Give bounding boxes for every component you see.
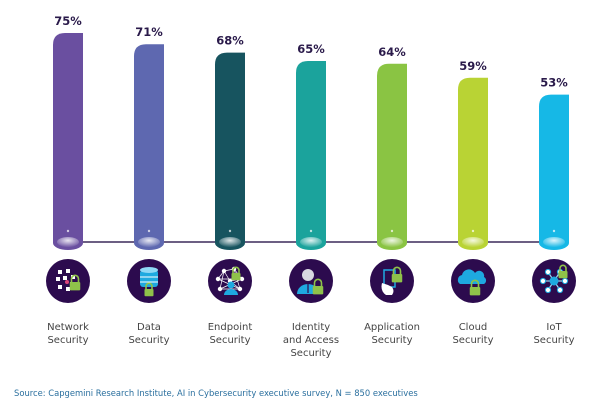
- lock-body: [231, 273, 241, 281]
- database-lock-icon: [127, 259, 171, 303]
- bar-base-highlight: [543, 237, 565, 247]
- lock-body: [391, 274, 403, 283]
- bar: [539, 94, 569, 243]
- bar-dot: [228, 229, 232, 233]
- bar-group: 75% Network Security: [46, 14, 90, 346]
- lock-body: [69, 282, 81, 291]
- value-label: 68%: [216, 34, 244, 48]
- bar-group: 65% Identity and Access Security: [283, 42, 339, 359]
- category-label: Security: [452, 335, 493, 346]
- source-note: Source: Capgemini Research Institute, AI…: [14, 388, 418, 398]
- value-label: 59%: [459, 59, 487, 73]
- bar-dot: [552, 229, 556, 233]
- category-label: Security: [47, 335, 88, 346]
- bar-base-highlight: [462, 237, 484, 247]
- bar: [53, 33, 83, 243]
- category-label: Endpoint: [208, 322, 253, 333]
- bar-dot: [147, 229, 151, 233]
- bar-dot: [309, 229, 313, 233]
- value-label: 71%: [135, 25, 163, 39]
- bar: [458, 77, 488, 243]
- bar: [215, 52, 245, 243]
- category-label: IoT: [546, 322, 562, 333]
- application-hand-lock-icon: [370, 259, 414, 303]
- category-label: Data: [137, 322, 161, 333]
- category-label: Security: [128, 335, 169, 346]
- category-label: Security: [371, 335, 412, 346]
- lock-body: [558, 271, 568, 279]
- lock-shackle: [232, 266, 240, 273]
- bar-base-highlight: [381, 237, 403, 247]
- bar-group: 71% Data Security: [127, 25, 171, 346]
- bar-group: 64% Application Security: [364, 45, 420, 346]
- bar-dot: [66, 229, 70, 233]
- network-lock-icon: [46, 259, 90, 303]
- bar: [134, 44, 164, 244]
- category-label: Identity: [292, 322, 330, 333]
- category-label: Security: [533, 335, 574, 346]
- category-label: Security: [290, 348, 331, 359]
- bar-group: 59% Cloud Security: [451, 59, 495, 346]
- category-label: Cloud: [459, 322, 488, 333]
- lock-shackle: [145, 282, 153, 289]
- bar-group: 68% Endpoint Security: [208, 34, 253, 346]
- value-label: 53%: [540, 76, 568, 90]
- bar-base-highlight: [138, 237, 160, 247]
- category-label: and Access: [283, 335, 339, 346]
- bar-chart: 75% Network Security 71% Data Security 68% Endp…: [46, 14, 576, 359]
- bar: [296, 61, 326, 243]
- bar-dot: [390, 229, 394, 233]
- lock-body: [312, 286, 324, 295]
- cloud-lock-icon: [451, 259, 495, 303]
- bar: [377, 63, 407, 243]
- value-label: 64%: [378, 45, 406, 59]
- lock-body: [144, 289, 154, 297]
- endpoint-network-user-icon: [208, 259, 252, 303]
- lock-shackle: [313, 278, 323, 286]
- value-label: 65%: [297, 42, 325, 56]
- bar-base-highlight: [219, 237, 241, 247]
- lock-shackle: [392, 266, 402, 274]
- lock-body: [469, 287, 481, 296]
- category-label: Network: [47, 322, 89, 333]
- category-label: Application: [364, 322, 420, 333]
- lock-shackle: [470, 279, 480, 287]
- category-label: Security: [209, 335, 250, 346]
- bar-dot: [471, 229, 475, 233]
- bar-base-highlight: [57, 237, 79, 247]
- lock-shackle: [559, 264, 567, 271]
- value-label: 75%: [54, 14, 82, 28]
- bar-group: 53% IoT Security: [532, 76, 576, 346]
- lock-shackle: [70, 274, 80, 282]
- bar-base-highlight: [300, 237, 322, 247]
- iot-hub-lock-icon: [532, 259, 576, 303]
- identity-user-lock-icon: [289, 259, 333, 303]
